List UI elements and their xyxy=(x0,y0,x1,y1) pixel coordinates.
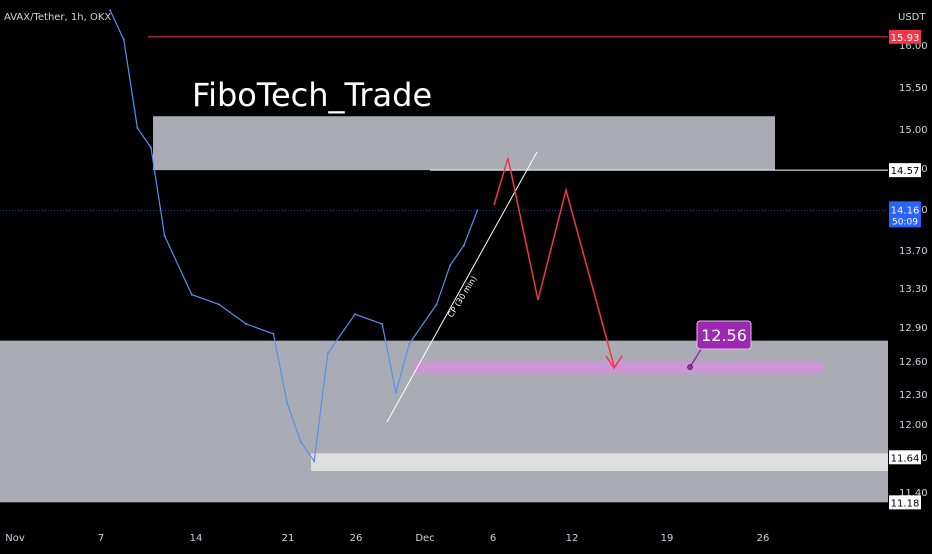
x-tick-label: 14 xyxy=(190,533,203,544)
series-point xyxy=(408,342,411,345)
series-point xyxy=(313,460,316,463)
current-price-label: 14.16 xyxy=(891,205,920,216)
watermark-text: FiboTech_Trade xyxy=(192,76,432,114)
current-price-tag xyxy=(889,201,921,228)
series-point xyxy=(190,293,193,296)
x-tick-label: Nov xyxy=(5,533,25,544)
callout-box[interactable] xyxy=(696,320,752,350)
symbol-label: AVAX/Tether, 1h, OKX xyxy=(4,12,111,23)
y-tick-label: 16.00 xyxy=(899,41,928,52)
x-tick-label: 6 xyxy=(490,533,496,544)
series-point xyxy=(122,38,125,41)
series-point xyxy=(299,440,302,443)
x-tick-label: 19 xyxy=(661,533,674,544)
series-point xyxy=(150,146,152,149)
series-point xyxy=(163,234,166,237)
price-tag-label: 14.57 xyxy=(891,166,920,177)
series-point xyxy=(462,244,465,247)
x-tick-label: 7 xyxy=(98,533,104,544)
y-tick-label: 15.50 xyxy=(899,83,928,94)
price-tag-label: 11.64 xyxy=(891,453,920,464)
y-tick-label: 12.30 xyxy=(899,390,928,401)
y-tick-label: 13.70 xyxy=(899,246,928,257)
y-tick-label: 12.00 xyxy=(899,420,928,431)
callout-anchor xyxy=(687,364,693,370)
trendline[interactable] xyxy=(386,151,538,423)
projection-path[interactable] xyxy=(493,157,615,367)
x-tick-label: 26 xyxy=(350,533,363,544)
supply-zone[interactable] xyxy=(153,116,775,171)
projection-arrowhead xyxy=(605,355,623,370)
price-tag xyxy=(889,450,921,465)
y-tick-label: 12.60 xyxy=(899,357,928,368)
series-point xyxy=(449,264,452,267)
series-point xyxy=(272,332,275,335)
series-point xyxy=(136,127,139,129)
x-tick-label: 26 xyxy=(757,533,770,544)
currency-label: USDT xyxy=(898,12,926,23)
series-point xyxy=(354,313,356,316)
price-tag xyxy=(889,495,921,510)
callout-pointer xyxy=(689,345,704,368)
y-tick-label: 12.90 xyxy=(899,323,928,334)
callout-value: 12.56 xyxy=(701,326,747,345)
low-zone[interactable] xyxy=(311,453,888,471)
bar-countdown-label: 50:09 xyxy=(892,217,918,227)
price-tag-label: 11.18 xyxy=(891,498,920,509)
price-tag-label: 15.93 xyxy=(891,33,920,44)
target-zone[interactable] xyxy=(413,361,824,373)
series-point xyxy=(326,352,329,355)
series-point xyxy=(394,391,397,394)
y-tick-label: 15.00 xyxy=(899,125,928,136)
series-point xyxy=(109,9,112,12)
x-tick-label: 21 xyxy=(282,533,295,544)
price-tag xyxy=(889,163,921,178)
price-tag xyxy=(889,29,921,44)
series-point xyxy=(435,303,438,306)
series-point xyxy=(286,401,288,404)
x-tick-label: 12 xyxy=(566,533,579,544)
x-tick-label: Dec xyxy=(415,533,434,544)
y-tick-label: 11.40 xyxy=(899,488,928,499)
series-point xyxy=(245,323,248,325)
y-tick-label: 13.30 xyxy=(899,284,928,295)
series-point xyxy=(476,209,479,212)
series-point xyxy=(218,303,220,306)
series-point xyxy=(381,323,384,325)
